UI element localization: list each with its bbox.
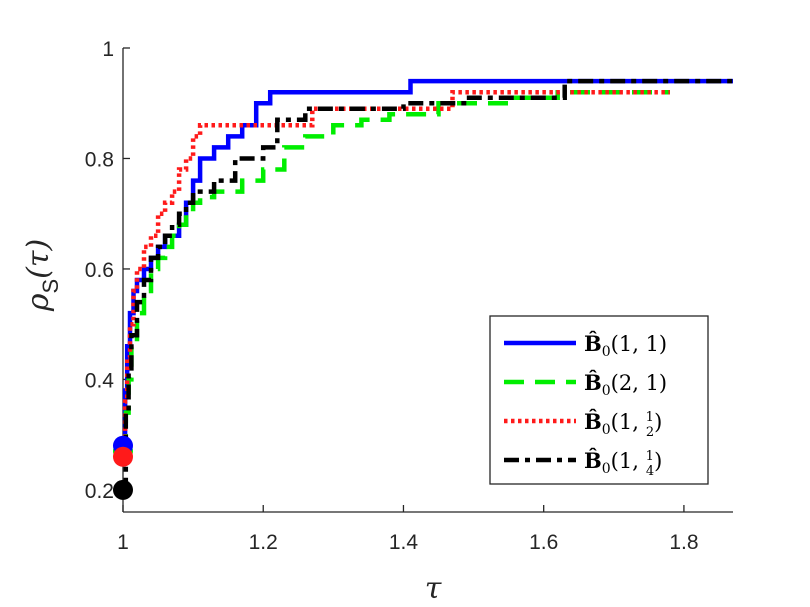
y-axis-label: ρS(τ) — [21, 239, 63, 312]
legend-box — [489, 315, 709, 485]
series-line-4 — [123, 78, 733, 493]
x-tick-label: 1 — [117, 531, 129, 554]
y-tick-label: 0.4 — [85, 369, 115, 392]
axes: 1 1.2 1.4 1.6 1.8 0.2 0.4 0.6 0.8 1 — [85, 38, 733, 554]
y-tick-label: 0.6 — [85, 259, 114, 282]
y-tick-label: 0.8 — [85, 148, 114, 171]
legend-label-2: B̂0(2, 1) — [584, 370, 667, 399]
start-marker-4 — [113, 479, 133, 500]
series-layer — [122, 78, 733, 493]
legend-label-3: B̂0(1, 1 2) — [584, 409, 662, 440]
x-tick-label: 1.4 — [389, 531, 419, 554]
legend-label-4: B̂0(1, 1 4) — [584, 448, 662, 479]
start-markers — [113, 435, 133, 500]
series-line-2 — [123, 89, 670, 454]
x-tick-label: 1.2 — [249, 531, 278, 554]
x-tick-label: 1.6 — [529, 531, 558, 554]
series-line-3 — [122, 89, 670, 460]
y-tick-label: 1 — [102, 38, 114, 61]
x-tick-label: 1.8 — [669, 531, 698, 554]
legend-label-1: B̂0(1, 1) — [584, 331, 667, 360]
x-axis-label: τ — [425, 571, 442, 606]
y-tick-label: 0.2 — [85, 480, 114, 503]
start-marker-3 — [113, 446, 133, 467]
legend: B̂0(1, 1) B̂0(2, 1) B̂0(1, 1 2) B̂0(1, 1 4) — [489, 315, 709, 485]
axis-labels: τ ρS(τ) — [21, 239, 442, 606]
